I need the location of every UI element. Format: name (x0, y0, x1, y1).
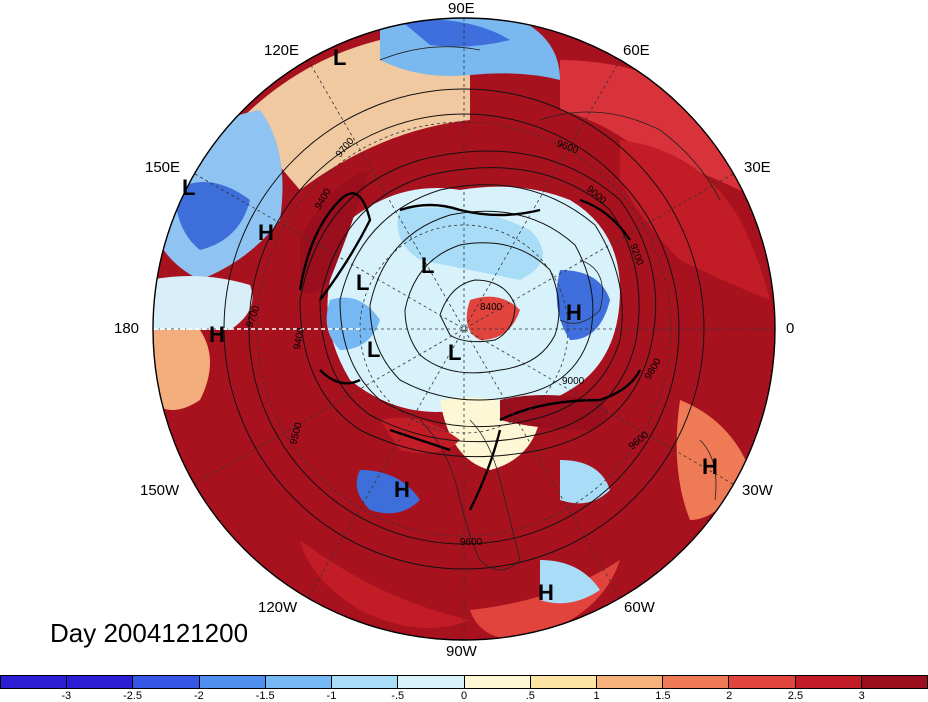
contour-label: 9400 (292, 326, 307, 350)
longitude-label-0: 0 (786, 320, 795, 337)
low-center-label: L (367, 337, 380, 362)
high-center-label: H (258, 220, 274, 245)
high-center-label: H (702, 454, 718, 479)
longitude-label-120e: 120E (264, 42, 300, 59)
longitude-label-60e: 60E (623, 42, 650, 59)
graticule (153, 18, 775, 640)
high-center-label: H (538, 580, 554, 605)
colorbar-swatch (596, 676, 664, 688)
polar-stereographic-map: L L H H L L L L H H H H 9700 9600 9700 9… (152, 17, 776, 641)
contour-label: 8400 (480, 302, 503, 313)
colorbar-swatch (861, 676, 928, 688)
colorbar-swatch (332, 676, 399, 688)
colorbar-swatch (663, 676, 730, 688)
contour-label: 9000 (562, 376, 585, 387)
colorbar-swatch (199, 676, 266, 688)
map-border (152, 17, 776, 641)
colorbar-tick-label: 2 (726, 690, 733, 702)
high-center-label: H (394, 477, 410, 502)
low-center-label: L (356, 270, 369, 295)
date-label: Day 2004121200 (50, 618, 249, 648)
colorbar-tick-label: .5 (525, 690, 535, 702)
longitude-label-150e: 150E (145, 159, 181, 176)
colorbar-swatch (265, 676, 333, 688)
high-center-label: H (566, 300, 582, 325)
low-center-label: L (448, 340, 461, 365)
colorbar-tick-label: -1.5 (255, 690, 275, 702)
low-center-label: L (333, 45, 346, 70)
low-center-label: L (182, 175, 195, 200)
colorbar-swatch (795, 676, 862, 688)
colorbar-swatch (464, 676, 531, 688)
colorbar-tick-label: -2.5 (123, 690, 143, 702)
longitude-label-150w: 150W (140, 482, 180, 499)
colorbar-tick-label: -3 (61, 690, 72, 702)
colorbar-swatch (133, 676, 200, 688)
longitude-label-90w: 90W (446, 643, 477, 660)
colorbar-tick-label: 1 (593, 690, 600, 702)
contour-label: 9600 (460, 537, 483, 548)
low-center-label: L (421, 253, 434, 278)
colorbar-tick-label: -2 (193, 690, 204, 702)
colorbar-tick-label: -1 (326, 690, 337, 702)
colorbar (0, 675, 928, 689)
high-center-label: H (209, 322, 225, 347)
colorbar-swatch (530, 676, 597, 688)
longitude-label-30w: 30W (742, 482, 773, 499)
colorbar-tick-label: 2.5 (787, 690, 804, 702)
colorbar-swatch (67, 676, 134, 688)
longitude-label-180: 180 (114, 320, 140, 337)
colorbar-tick-label: -.5 (391, 690, 405, 702)
colorbar-tick-label: 3 (858, 690, 865, 702)
colorbar-swatch (398, 676, 465, 688)
coastlines (379, 46, 721, 571)
longitude-label-120w: 120W (258, 599, 298, 616)
longitude-label-90e: 90E (448, 0, 475, 17)
colorbar-swatch (1, 676, 68, 688)
colorbar-tick-label: 1.5 (655, 690, 671, 702)
longitude-label-60w: 60W (624, 599, 655, 616)
colorbar-tick-label: 0 (460, 690, 468, 702)
colorbar-swatch (729, 676, 796, 688)
longitude-label-30e: 30E (744, 159, 771, 176)
